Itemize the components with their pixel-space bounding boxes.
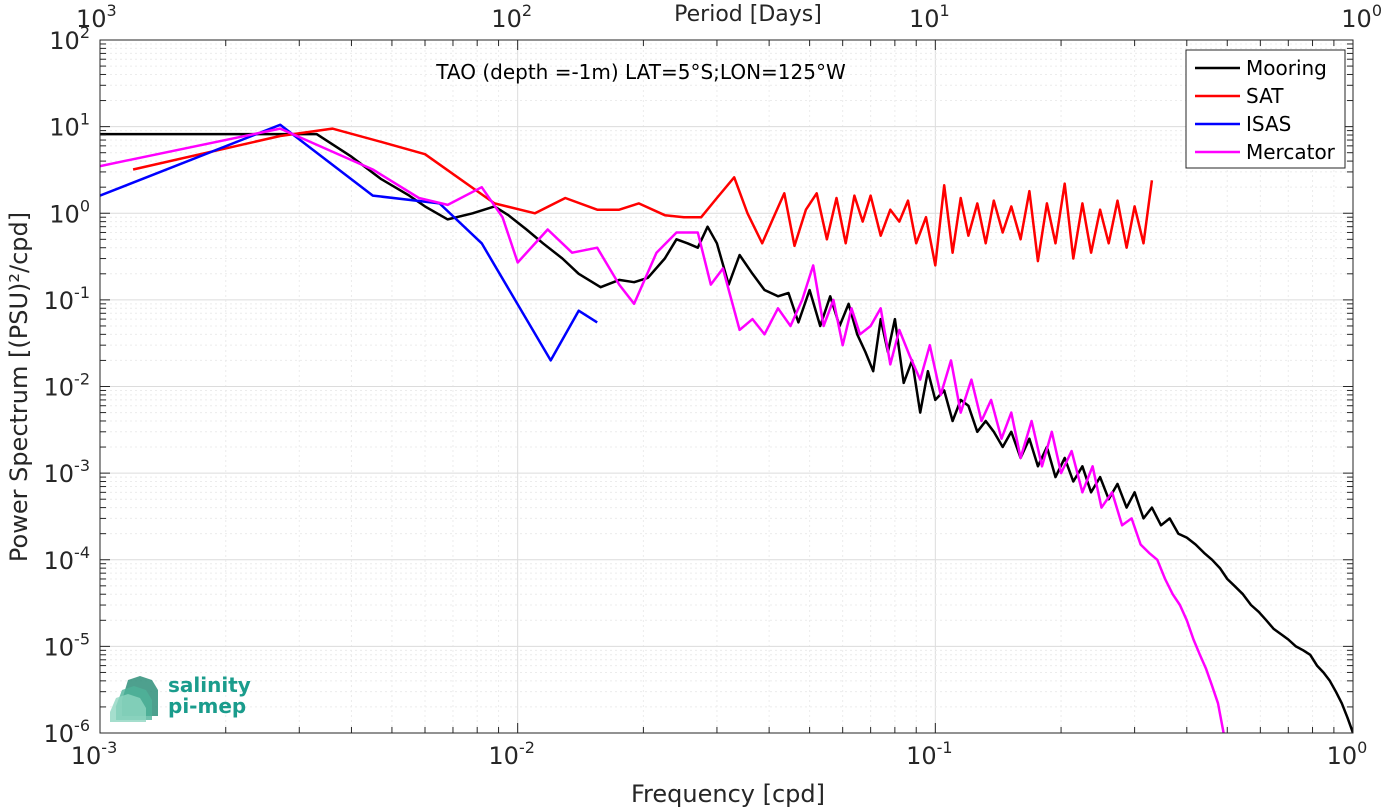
x-tick-label: 10-3	[71, 738, 118, 770]
top-tick-label: 102	[491, 1, 532, 33]
logo-line1: salinity	[168, 673, 251, 697]
legend-label-isas: ISAS	[1246, 112, 1291, 136]
series-line-mercator	[100, 127, 1225, 733]
legend-label-mercator: Mercator	[1246, 140, 1336, 164]
series-line-mooring	[100, 132, 1353, 733]
legend: Mooring SAT ISAS Mercator	[1185, 49, 1346, 169]
y-tick-label: 102	[49, 23, 90, 55]
logo-line2: pi-mep	[168, 694, 246, 718]
series-line-sat	[132, 127, 1154, 267]
legend-label-mooring: Mooring	[1246, 56, 1327, 80]
y-tick-label: 10-6	[44, 716, 91, 748]
y-tick-label: 100	[49, 196, 90, 228]
series-layer	[100, 123, 1353, 733]
y-tick-label: 10-1	[44, 283, 91, 315]
y-axis-label: Power Spectrum [(PSU)²/cpd]	[5, 212, 33, 562]
x-tick-label: 10-1	[906, 738, 953, 770]
y-tick-label: 10-4	[44, 543, 91, 575]
top-tick-label: 101	[909, 1, 950, 33]
legend-label-sat: SAT	[1246, 84, 1284, 108]
x-tick-labels: 10-3 10-2 10-1 100	[71, 738, 1368, 770]
y-tick-label: 10-5	[44, 629, 91, 661]
legend-box	[1185, 49, 1346, 169]
x-tick-label: 100	[1327, 738, 1368, 770]
y-tick-label: 10-3	[44, 456, 91, 488]
x-axis-label: Frequency [cpd]	[631, 780, 825, 808]
salinity-pi-mep-logo: salinity pi-mep	[110, 673, 251, 722]
top-tick-label: 103	[76, 1, 117, 33]
chart-title: TAO (depth =-1m) LAT=5°S;LON=125°W	[435, 60, 846, 84]
x-tick-label: 10-2	[488, 738, 534, 770]
axis-ticks	[99, 39, 1354, 734]
top-tick-labels: 103 102 101 100	[76, 1, 1382, 33]
y-tick-labels: 102 101 100 10-1 10-2 10-3 10-4 10-5 10-6	[44, 23, 91, 748]
y-tick-label: 10-2	[44, 370, 91, 402]
top-tick-label: 100	[1341, 1, 1382, 33]
top-axis-label: Period [Days]	[674, 2, 822, 27]
y-tick-label: 101	[49, 110, 90, 142]
